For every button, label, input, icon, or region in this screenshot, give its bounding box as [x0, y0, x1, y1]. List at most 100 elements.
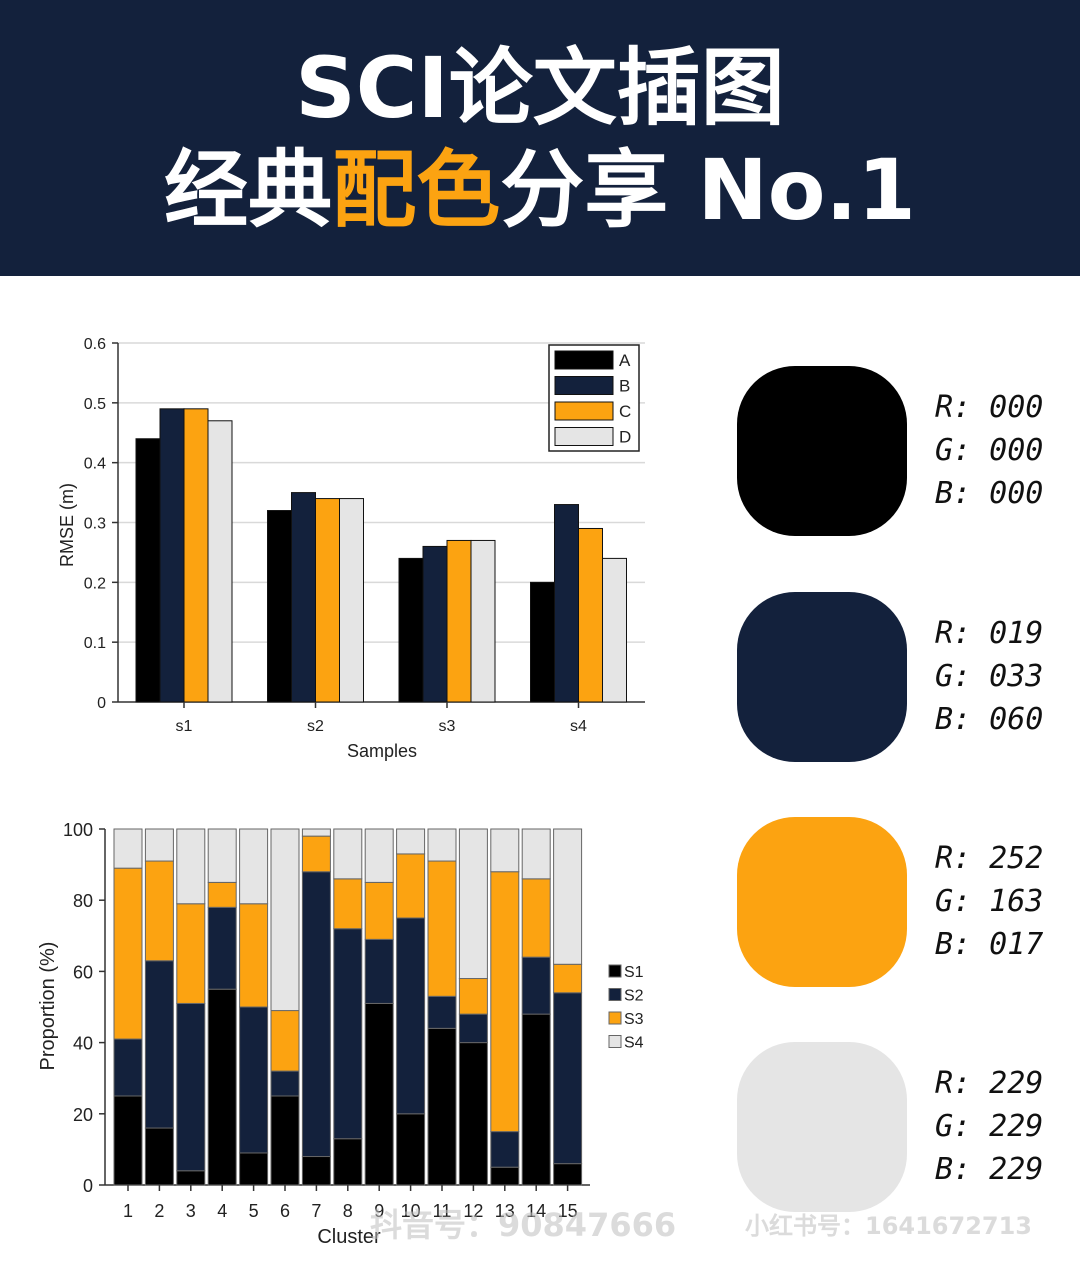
x-tick-label: 6: [280, 1201, 290, 1221]
bar-S2-13: [490, 1131, 520, 1168]
bar-S4-4: [207, 828, 237, 883]
legend-label-S2: S2: [624, 988, 644, 1005]
bar-S2-8: [333, 928, 363, 1140]
header-banner: SCI论文插图 经典配色分享 No.1: [0, 0, 1080, 276]
x-tick-label: 5: [249, 1201, 259, 1221]
title-part-a: 经典: [164, 141, 333, 239]
y-tick-label: 40: [73, 1034, 93, 1054]
x-tick-label: 10: [401, 1201, 421, 1221]
rgb-b: B: 017: [935, 927, 1044, 962]
x-tick-label: 8: [343, 1201, 353, 1221]
bar-S4-7: [301, 828, 331, 837]
x-tick-label: 15: [558, 1201, 578, 1221]
legend-swatch-S3: [608, 1011, 622, 1025]
douyin-watermark: 抖音号：90847666: [370, 1206, 677, 1244]
bar-S1-14: [521, 1013, 551, 1186]
rgb-r: R: 019: [935, 616, 1044, 651]
bar-S3-13: [490, 871, 520, 1133]
bar-S3-7: [301, 835, 331, 873]
legend-swatch-S4: [608, 1035, 622, 1048]
legend-label-B: B: [619, 377, 630, 396]
bar-S4-15: [553, 828, 583, 965]
bar-A-s2: [267, 510, 292, 703]
x-tick-label: 13: [495, 1201, 515, 1221]
bar-S3-12: [458, 978, 488, 1015]
x-tick-label: 3: [186, 1201, 196, 1221]
rgb-g: G: 229: [935, 1109, 1044, 1144]
x-axis-label: Cluster: [317, 1226, 381, 1248]
bar-S1-9: [364, 1002, 394, 1186]
bar-S1-7: [301, 1156, 331, 1186]
bar-S2-6: [270, 1070, 300, 1097]
x-tick-label: 1: [123, 1201, 133, 1221]
title-part-c: 分享 No.1: [500, 141, 916, 239]
bar-S3-1: [113, 867, 143, 1040]
rgb-b: B: 000: [935, 476, 1044, 511]
legend-swatch-C: [554, 401, 614, 421]
x-tick-label: s3: [439, 718, 456, 735]
legend-swatch-B: [554, 376, 614, 395]
legend-swatch-D: [554, 427, 614, 446]
bar-S4-9: [364, 828, 394, 883]
bar-S1-10: [396, 1113, 426, 1186]
x-tick-label: s4: [570, 718, 587, 735]
bar-S3-15: [553, 963, 583, 994]
y-axis-label: RMSE (m): [57, 483, 77, 567]
bar-C-s4: [578, 527, 603, 703]
title-highlight: 配色: [332, 141, 501, 239]
bar-B-s1: [159, 408, 185, 703]
rgb-g: G: 033: [935, 659, 1044, 694]
y-tick-label: 0.4: [84, 456, 106, 473]
bar-S3-2: [144, 860, 174, 962]
x-tick-label: s1: [176, 718, 193, 735]
bar-S4-1: [113, 828, 143, 869]
bar-D-s1: [207, 420, 233, 703]
bar-S1-4: [207, 988, 237, 1186]
bar-S3-8: [333, 878, 363, 930]
bar-S2-5: [239, 1006, 269, 1154]
legend-label-S3: S3: [624, 1011, 644, 1028]
legend-swatch-S1: [608, 964, 622, 978]
bar-S2-15: [553, 992, 583, 1165]
bar-S1-12: [458, 1042, 488, 1186]
rmse-bar-chart: 0 0.1 0.2 0.3 0.4 0.5 0.6 s1 s2 s3 s4 Samples RMSE (…: [57, 336, 645, 761]
rgb-g: G: 000: [935, 433, 1044, 468]
bar-S2-4: [207, 906, 237, 990]
bar-S3-6: [270, 1010, 300, 1072]
bar-C-s2: [315, 498, 340, 703]
rgb-values-black: R: 000 G: 000 B: 000: [935, 386, 1043, 515]
bar-A-s4: [530, 581, 555, 703]
bar-S1-3: [176, 1170, 206, 1186]
bar-S3-11: [427, 860, 457, 997]
bar-D-s3: [470, 539, 496, 703]
legend-label-D: D: [619, 428, 631, 447]
bar-D-s2: [339, 498, 364, 703]
legend-label-S1: S1: [624, 964, 644, 981]
bar-S1-1: [113, 1095, 143, 1186]
bar-S3-5: [239, 903, 269, 1008]
rgb-r: R: 229: [935, 1066, 1044, 1101]
rgb-r: R: 000: [935, 390, 1044, 425]
bar-S1-11: [427, 1027, 457, 1186]
bar-S3-14: [521, 878, 551, 958]
bar-S4-3: [176, 828, 206, 905]
x-tick-label: 12: [463, 1201, 483, 1221]
bar-S4-10: [396, 828, 426, 855]
legend-swatch-A: [554, 350, 614, 370]
bar-B-s4: [554, 504, 579, 703]
bar-S4-6: [270, 828, 300, 1012]
legend-label-A: A: [619, 351, 631, 370]
bar-A-s1: [135, 438, 161, 703]
y-tick-label: 80: [73, 891, 93, 911]
bar-S2-14: [521, 956, 551, 1015]
bar-S2-10: [396, 917, 426, 1115]
y-tick-label: 0.3: [84, 516, 106, 533]
y-tick-label: 0.2: [84, 575, 106, 592]
rgb-g: G: 163: [935, 884, 1044, 919]
bar-S1-15: [553, 1163, 583, 1186]
x-tick-label: 2: [154, 1201, 164, 1221]
swatch-orange: [737, 817, 907, 987]
bar-S4-12: [458, 828, 488, 980]
y-tick-label: 0: [83, 1176, 93, 1196]
